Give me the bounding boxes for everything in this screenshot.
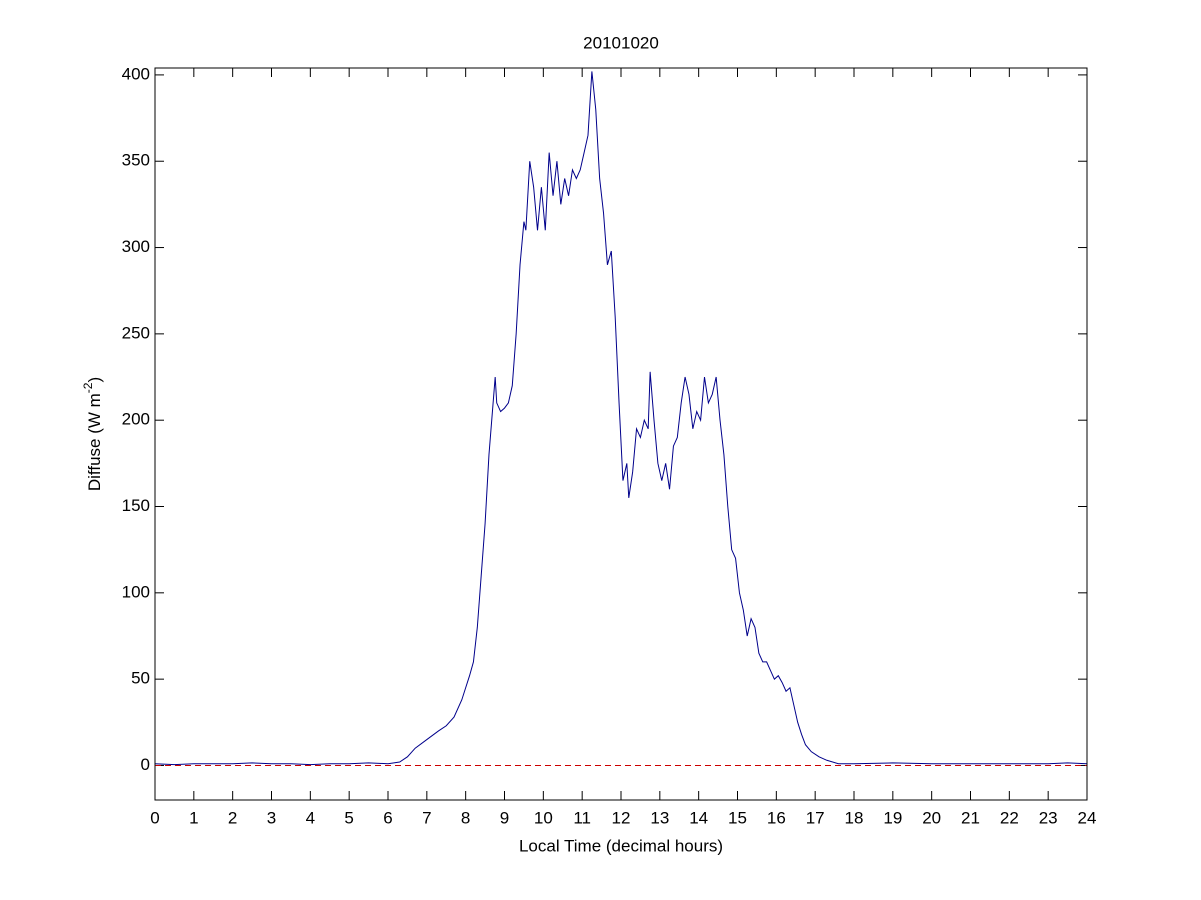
y-tick-label: 200 [122, 410, 150, 429]
x-tick-label: 24 [1078, 808, 1097, 827]
x-tick-label: 15 [728, 808, 747, 827]
y-axis-label-exponent: -2 [81, 382, 95, 393]
axes-box [154, 67, 1088, 801]
x-tick-label: 18 [845, 808, 864, 827]
x-tick-label: 13 [650, 808, 669, 827]
x-tick-label: 16 [767, 808, 786, 827]
y-tick-label: 250 [122, 323, 150, 342]
y-tick-label: 0 [141, 755, 150, 774]
x-tick-label: 14 [689, 808, 708, 827]
x-tick-label: 4 [306, 808, 315, 827]
x-tick-label: 21 [961, 808, 980, 827]
x-tick-label: 3 [267, 808, 276, 827]
x-tick-label: 20 [922, 808, 941, 827]
x-tick-label: 6 [383, 808, 392, 827]
x-tick-label: 2 [228, 808, 237, 827]
y-tick-label: 50 [131, 669, 150, 688]
x-tick-label: 5 [344, 808, 353, 827]
x-tick-label: 1 [189, 808, 198, 827]
x-tick-label: 23 [1039, 808, 1058, 827]
y-tick-label: 300 [122, 237, 150, 256]
y-axis-label-end: ) [85, 377, 104, 383]
x-tick-label: 10 [534, 808, 553, 827]
y-tick-label: 350 [122, 151, 150, 170]
x-tick-label: 8 [461, 808, 470, 827]
x-tick-label: 11 [573, 808, 591, 827]
x-axis-label: Local Time (decimal hours) [519, 836, 723, 855]
x-tick-label: 19 [883, 808, 902, 827]
y-tick-label: 100 [122, 582, 150, 601]
x-tick-label: 22 [1000, 808, 1019, 827]
x-tick-label: 12 [612, 808, 631, 827]
y-tick-label: 150 [122, 496, 150, 515]
x-tick-label: 7 [422, 808, 431, 827]
data-line [154, 71, 1088, 766]
x-tick-label: 9 [500, 808, 509, 827]
y-axis-label: Diffuse (W m-2) [81, 377, 104, 491]
x-tick-label: 17 [806, 808, 825, 827]
y-tick-label: 400 [122, 64, 150, 83]
chart-title: 20101020 [583, 33, 659, 52]
x-tick-label: 0 [150, 808, 159, 827]
y-axis-label-text: Diffuse (W m [85, 393, 104, 491]
